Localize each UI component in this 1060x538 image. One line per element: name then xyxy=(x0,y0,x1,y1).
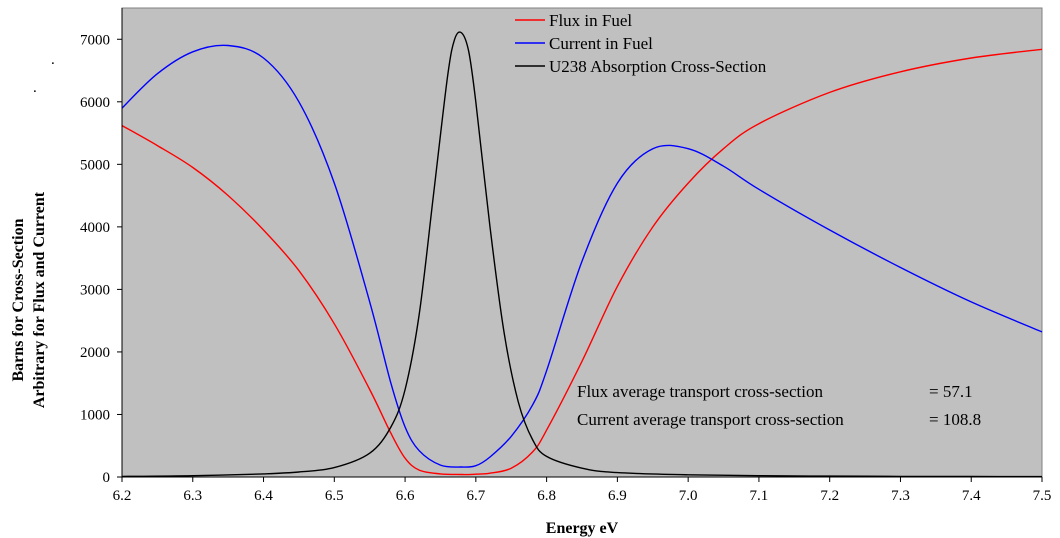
x-axis-title: Energy eV xyxy=(546,520,619,537)
annotation-flux-label: Flux average transport cross-section xyxy=(577,382,823,401)
x-tick-label: 6.9 xyxy=(608,488,627,504)
curves xyxy=(121,31,1043,478)
x-tick-label: 7.0 xyxy=(679,488,698,504)
x-tick-label: 7.4 xyxy=(962,488,981,504)
series-line-2 xyxy=(121,44,1043,468)
legend: Flux in Fuel Current in Fuel U238 Absorpti… xyxy=(515,11,767,76)
series-line-1 xyxy=(121,48,1043,476)
y-tick-label: 6000 xyxy=(80,95,110,111)
x-tick-label: 6.7 xyxy=(466,488,485,504)
series-line-3 xyxy=(121,31,1043,478)
x-tick-label: 7.1 xyxy=(750,488,769,504)
y-tick-label: 7000 xyxy=(80,32,110,48)
x-tick-label: 7.2 xyxy=(820,488,839,504)
x-tick-label: 6.5 xyxy=(325,488,344,504)
x-tick-label: 7.5 xyxy=(1033,488,1052,504)
x-tick-label: 6.2 xyxy=(113,488,132,504)
y-tick-label: 1000 xyxy=(80,407,110,423)
annotation-current-value: = 108.8 xyxy=(929,410,981,429)
x-tick-label: 6.3 xyxy=(183,488,202,504)
x-ticks: 6.2 6.3 6.4 6.5 6.6 6.7 6.8 6.9 7.0 7.1 7.2 7.3 7.4 7… xyxy=(113,477,1052,504)
legend-label-1: Flux in Fuel xyxy=(549,11,632,30)
y-tick-label: 0 xyxy=(103,470,111,486)
y-tick-label: 4000 xyxy=(80,220,110,236)
legend-label-3: U238 Absorption Cross-Section xyxy=(549,57,767,76)
x-tick-label: 6.8 xyxy=(537,488,556,504)
annotation-current-label: Current average transport cross-section xyxy=(577,410,844,429)
stray-mark-1: . xyxy=(51,52,55,68)
y-axis-title-line1: Barns for Cross-Section xyxy=(10,218,27,381)
x-tick-label: 6.6 xyxy=(396,488,415,504)
annotation-flux-value: = 57.1 xyxy=(929,382,973,401)
stray-mark-2: . xyxy=(33,80,37,96)
y-ticks: 0 1000 2000 3000 4000 5000 6000 7000 xyxy=(80,32,122,486)
legend-label-2: Current in Fuel xyxy=(549,34,653,53)
y-axis-title-line2: Arbitrary for Flux and Current xyxy=(31,191,48,408)
x-tick-label: 7.3 xyxy=(891,488,910,504)
y-tick-label: 3000 xyxy=(80,282,110,298)
plot-area xyxy=(121,7,1043,478)
x-tick-label: 6.4 xyxy=(254,488,273,504)
y-tick-label: 2000 xyxy=(80,345,110,361)
y-tick-label: 5000 xyxy=(80,157,110,173)
